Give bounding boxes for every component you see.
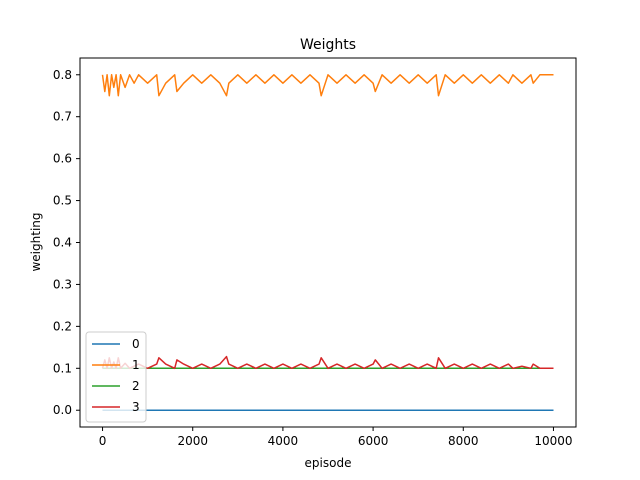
legend-label-0: 0 xyxy=(132,337,140,351)
x-tick-label: 0 xyxy=(99,434,107,448)
legend-box xyxy=(85,331,147,423)
legend-label-3: 3 xyxy=(132,400,140,414)
plot-frame xyxy=(79,57,577,428)
x-tick-label: 6000 xyxy=(358,434,389,448)
y-tick-label: 0.6 xyxy=(53,152,72,166)
y-axis: 0.0 0.1 0.2 0.3 0.4 0.5 0.6 0.7 0.8 xyxy=(53,68,80,417)
chart-title: Weights xyxy=(300,37,356,53)
legend-label-1: 1 xyxy=(132,358,140,372)
y-tick-label: 0.7 xyxy=(53,110,72,124)
y-tick-label: 0.0 xyxy=(53,403,72,417)
x-axis-title: episode xyxy=(305,456,352,470)
y-tick-label: 0.2 xyxy=(53,319,72,333)
y-tick-label: 0.8 xyxy=(53,68,72,82)
x-axis: 0 2000 4000 6000 8000 10000 xyxy=(99,427,573,448)
y-tick-label: 0.4 xyxy=(53,236,72,250)
x-tick-label: 2000 xyxy=(177,434,208,448)
y-axis-title: weighting xyxy=(29,212,43,271)
x-tick-label: 8000 xyxy=(448,434,479,448)
y-tick-label: 0.1 xyxy=(53,361,72,375)
legend-label-2: 2 xyxy=(132,379,140,393)
x-tick-label: 4000 xyxy=(268,434,299,448)
y-tick-label: 0.3 xyxy=(53,277,72,291)
series-line-3 xyxy=(101,355,554,370)
legend: 0 1 2 3 xyxy=(85,331,147,423)
series-line-1 xyxy=(101,74,554,97)
x-tick-label: 10000 xyxy=(534,434,572,448)
y-tick-label: 0.5 xyxy=(53,194,72,208)
